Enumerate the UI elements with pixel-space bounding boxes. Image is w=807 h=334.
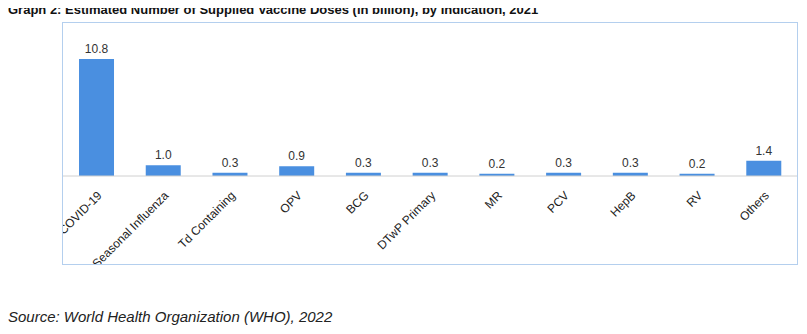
svg-text:0.3: 0.3: [555, 156, 572, 170]
svg-text:Others: Others: [737, 188, 772, 223]
svg-text:0.2: 0.2: [689, 157, 706, 171]
svg-text:Seasonal Influenza: Seasonal Influenza: [89, 188, 171, 264]
svg-text:1.4: 1.4: [755, 144, 772, 158]
svg-text:0.9: 0.9: [288, 149, 305, 163]
svg-text:HepB: HepB: [607, 188, 638, 219]
svg-text:1.0: 1.0: [155, 148, 172, 162]
svg-text:COVID-19: COVID-19: [63, 188, 105, 237]
svg-text:PCV: PCV: [544, 188, 571, 215]
svg-text:0.3: 0.3: [222, 156, 239, 170]
svg-text:0.3: 0.3: [355, 156, 372, 170]
html-text:Source: World Health Organizat: Source: World Health Organization (WHO),…: [8, 308, 333, 325]
svg-text:BCG: BCG: [343, 188, 371, 216]
svg-text:0.3: 0.3: [622, 156, 639, 170]
svg-text:Td Containing: Td Containing: [175, 188, 238, 251]
svg-text:0.3: 0.3: [422, 156, 439, 170]
svg-text:DTwP Primary: DTwP Primary: [374, 188, 438, 252]
html-text:Graph 2: Estimated Number of S: Graph 2: Estimated Number of Supplied Va…: [8, 2, 539, 17]
svg-text:MR: MR: [482, 188, 505, 211]
svg-text:RV: RV: [684, 188, 706, 210]
svg-text:0.2: 0.2: [489, 157, 506, 171]
svg-text:10.8: 10.8: [85, 42, 109, 56]
svg-text:OPV: OPV: [277, 188, 305, 216]
